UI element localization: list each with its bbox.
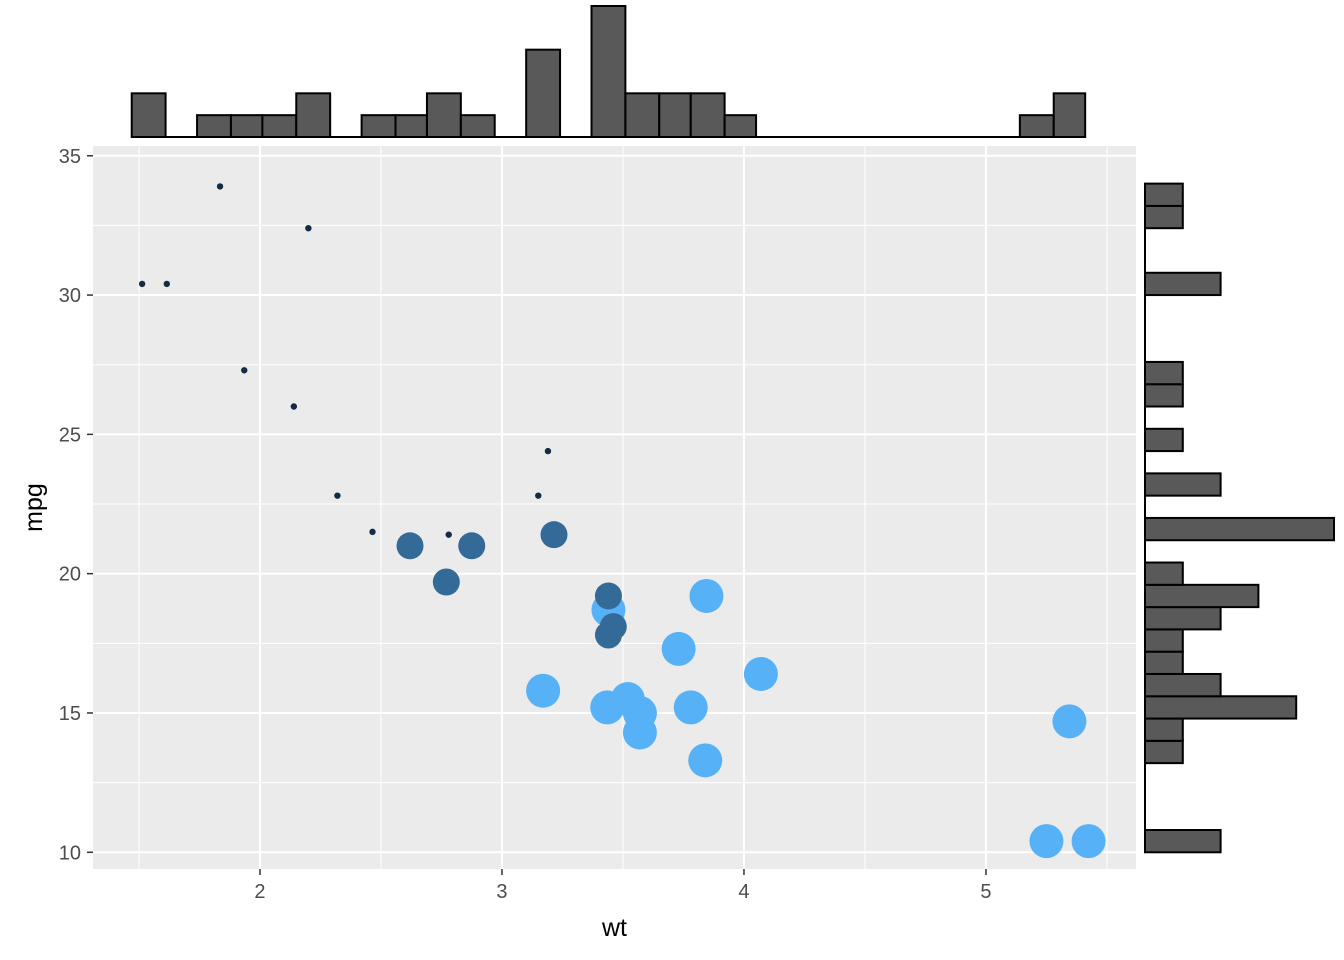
x-histogram-bar bbox=[196, 114, 232, 138]
data-point bbox=[1071, 824, 1106, 859]
data-point bbox=[290, 403, 298, 410]
y-histogram-bar bbox=[1144, 828, 1222, 854]
x-histogram-bar bbox=[723, 114, 758, 138]
data-point bbox=[334, 492, 341, 499]
y-tick-label: 25 bbox=[59, 424, 81, 446]
x-tick-label: 5 bbox=[980, 881, 991, 903]
y-histogram-bar bbox=[1144, 672, 1222, 698]
x-histogram-bar bbox=[689, 92, 726, 139]
plot-panel bbox=[93, 146, 1136, 869]
y-histogram-bar bbox=[1144, 427, 1184, 453]
data-point bbox=[661, 631, 696, 666]
data-point bbox=[432, 568, 460, 596]
y-histogram-bar bbox=[1144, 739, 1184, 765]
data-point bbox=[396, 532, 424, 560]
y-histogram-bar bbox=[1144, 717, 1184, 742]
data-point bbox=[594, 621, 622, 649]
data-point bbox=[594, 582, 622, 610]
x-histogram-bar bbox=[658, 92, 692, 139]
y-histogram-bar bbox=[1144, 583, 1260, 609]
x-histogram-bar bbox=[261, 114, 298, 138]
x-histogram-bar bbox=[295, 92, 332, 139]
x-histogram-bar bbox=[229, 114, 264, 138]
x-tick-label: 3 bbox=[496, 881, 507, 903]
data-point bbox=[369, 528, 376, 536]
y-histogram-bar bbox=[1144, 561, 1184, 586]
y-histogram-bar bbox=[1144, 628, 1184, 653]
x-histogram-bar bbox=[1052, 92, 1087, 139]
marginal-x-histogram bbox=[130, 5, 1087, 139]
x-histogram-bar bbox=[459, 114, 496, 138]
x-histogram-bar bbox=[624, 92, 661, 139]
marginal-y-histogram bbox=[1144, 182, 1335, 854]
y-histogram-bar bbox=[1144, 360, 1184, 386]
x-histogram-bar bbox=[1018, 114, 1055, 138]
y-tick-label: 15 bbox=[59, 703, 81, 725]
y-histogram-bar bbox=[1144, 606, 1222, 631]
x-tick-label: 2 bbox=[254, 881, 265, 903]
data-point bbox=[216, 183, 224, 190]
data-point bbox=[673, 690, 708, 725]
data-point bbox=[689, 578, 724, 613]
y-histogram-bar bbox=[1144, 383, 1184, 408]
scatter-points bbox=[138, 183, 1106, 859]
y-histogram-bar bbox=[1144, 695, 1298, 720]
x-tick-label: 4 bbox=[738, 881, 749, 903]
y-histogram-bar bbox=[1144, 516, 1335, 542]
data-point bbox=[526, 673, 561, 708]
y-histogram-bar bbox=[1144, 182, 1184, 207]
x-histogram-bar bbox=[425, 92, 462, 139]
x-axis-title: wt bbox=[601, 914, 627, 942]
x-histogram-bar bbox=[130, 92, 167, 139]
y-histogram-bar bbox=[1144, 204, 1184, 230]
data-point bbox=[1052, 704, 1087, 739]
y-axis-title: mpg bbox=[20, 483, 48, 532]
data-point bbox=[590, 690, 625, 725]
data-point bbox=[544, 447, 552, 455]
y-tick-label: 10 bbox=[59, 842, 81, 864]
x-histogram-bar bbox=[525, 48, 562, 139]
y-histogram-bar bbox=[1144, 650, 1184, 675]
panel-background bbox=[93, 146, 1136, 869]
x-histogram-bar bbox=[590, 5, 627, 138]
y-tick-label: 20 bbox=[59, 564, 81, 586]
data-point bbox=[1029, 824, 1064, 859]
data-point bbox=[535, 492, 542, 499]
x-histogram-bar bbox=[360, 114, 397, 138]
data-point bbox=[241, 367, 248, 374]
data-point bbox=[688, 743, 723, 778]
data-point bbox=[138, 280, 146, 288]
x-axis: 2 3 4 5 bbox=[254, 869, 992, 903]
data-point bbox=[305, 224, 312, 232]
data-point bbox=[458, 532, 486, 560]
data-point bbox=[743, 656, 778, 691]
y-axis: 10 15 20 25 30 35 bbox=[59, 146, 93, 864]
data-point bbox=[622, 695, 657, 730]
y-tick-label: 35 bbox=[59, 146, 81, 168]
data-point bbox=[445, 531, 452, 538]
x-histogram-bar bbox=[394, 114, 428, 138]
y-histogram-bar bbox=[1144, 472, 1222, 497]
data-point bbox=[163, 280, 171, 288]
y-histogram-bar bbox=[1144, 271, 1222, 297]
y-tick-label: 30 bbox=[59, 285, 81, 307]
data-point bbox=[540, 521, 568, 549]
